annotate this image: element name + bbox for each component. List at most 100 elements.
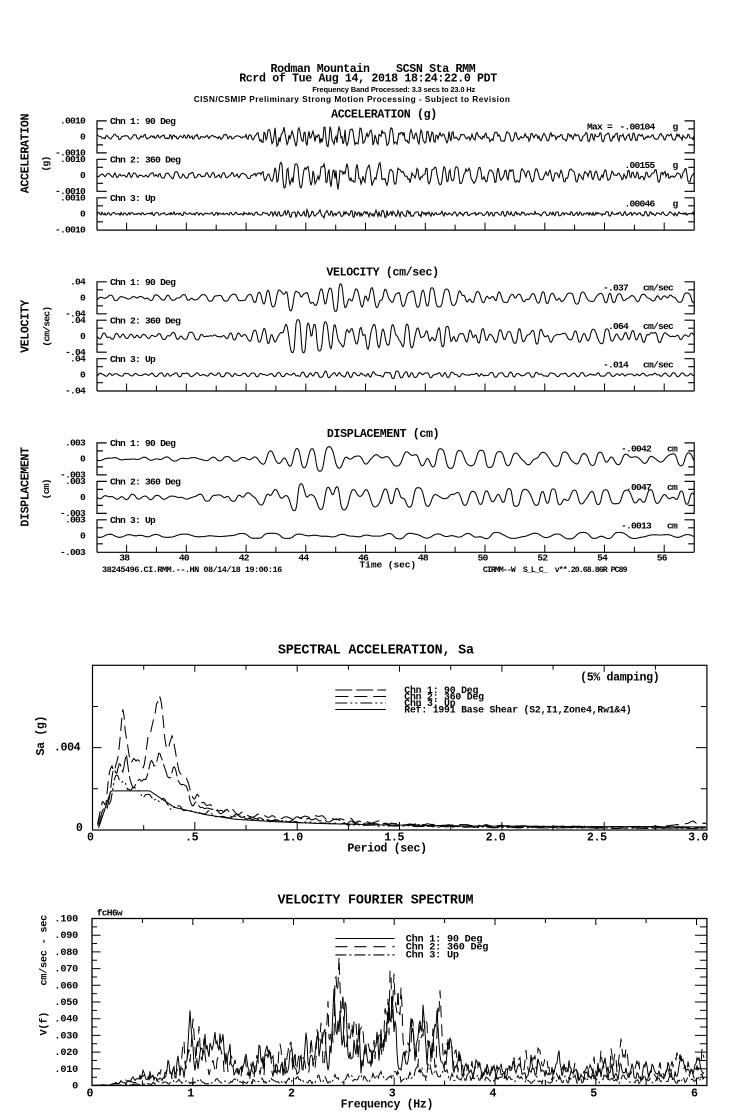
svg-text:Chn 3: Up: Chn 3: Up <box>110 515 156 526</box>
svg-text:cm: cm <box>667 520 678 531</box>
svg-text:CIRMM--W S_L_C_ v**.20.68.86: CIRMM--W S_L_C_ v**.20.68.86R PC89 <box>483 565 628 575</box>
svg-text:Chn 1: 90 Deg: Chn 1: 90 Deg <box>404 685 478 696</box>
svg-text:.040: .040 <box>54 1015 78 1026</box>
svg-text:-.0010: -.0010 <box>55 186 86 197</box>
svg-text:Ref: 1991 Base Shear (S2,I1,Zo: Ref: 1991 Base Shear (S2,I1,Zone4,Rw1&4) <box>404 704 631 715</box>
svg-text:VELOCITY FOURIER SPECTRUM: VELOCITY FOURIER SPECTRUM <box>278 894 474 909</box>
svg-text:-.00104: -.00104 <box>619 122 655 133</box>
svg-text:-.003: -.003 <box>60 547 86 558</box>
svg-text:g: g <box>672 160 678 171</box>
svg-text:DISPLACEMENT: DISPLACEMENT <box>20 447 33 527</box>
svg-text:-.003: -.003 <box>60 508 86 519</box>
svg-text:-.04: -.04 <box>65 308 86 319</box>
svg-text:-.0013: -.0013 <box>621 520 652 531</box>
svg-text:2.0: 2.0 <box>486 832 506 845</box>
svg-text:.5: .5 <box>185 832 199 845</box>
svg-text:Period (sec): Period (sec) <box>347 843 426 856</box>
svg-text:0: 0 <box>72 1082 78 1093</box>
svg-text:6: 6 <box>691 1088 698 1101</box>
svg-text:Chn 2: 360 Deg: Chn 2: 360 Deg <box>110 155 181 166</box>
svg-text:Frequency Band Processed: 3.3: Frequency Band Processed: 3.3 secs to 23… <box>312 85 475 94</box>
svg-text:Sa (g): Sa (g) <box>35 716 48 756</box>
svg-text:-.003: -.003 <box>60 470 86 481</box>
svg-text:0: 0 <box>80 454 86 465</box>
svg-text:.0047: .0047 <box>626 482 652 493</box>
svg-text:48: 48 <box>418 553 429 564</box>
svg-text:52: 52 <box>537 553 548 564</box>
svg-text:40: 40 <box>179 553 190 564</box>
svg-text:Frequency (Hz): Frequency (Hz) <box>341 1099 434 1112</box>
svg-text:V(f): V(f) <box>39 1012 51 1036</box>
svg-text:cm: cm <box>667 482 678 493</box>
svg-text:Chn 3: Up: Chn 3: Up <box>406 950 459 962</box>
svg-text:38245496.CI.RMM.--.HN 08/14/18: 38245496.CI.RMM.--.HN 08/14/18 19:00:16 <box>102 565 282 575</box>
svg-text:SPECTRAL ACCELERATION, Sa: SPECTRAL ACCELERATION, Sa <box>278 644 474 659</box>
svg-text:(cm): (cm) <box>41 479 52 499</box>
svg-text:cm/sec: cm/sec <box>643 321 674 332</box>
svg-text:.090: .090 <box>54 931 78 942</box>
svg-text:0: 0 <box>76 822 83 835</box>
svg-text:CISN/CSMIP Preliminary Strong: CISN/CSMIP Preliminary Strong Motion Pro… <box>194 94 511 104</box>
svg-text:.010: .010 <box>54 1065 78 1076</box>
svg-text:0: 0 <box>80 369 86 380</box>
svg-text:0: 0 <box>87 832 94 845</box>
svg-text:g: g <box>672 198 678 209</box>
svg-text:0: 0 <box>80 331 86 342</box>
svg-text:.04: .04 <box>70 315 86 326</box>
svg-text:DISPLACEMENT (cm): DISPLACEMENT (cm) <box>327 428 439 441</box>
svg-text:Max =: Max = <box>587 122 613 133</box>
svg-text:-.014: -.014 <box>603 359 629 370</box>
svg-text:4: 4 <box>489 1088 496 1101</box>
svg-text:.003: .003 <box>65 438 86 449</box>
svg-text:54: 54 <box>597 553 608 564</box>
svg-text:56: 56 <box>657 553 668 564</box>
svg-text:ACCELERATION: ACCELERATION <box>19 114 32 194</box>
svg-text:Chn 1: 90 Deg: Chn 1: 90 Deg <box>110 438 176 449</box>
svg-text:-.0010: -.0010 <box>55 225 86 236</box>
svg-text:cm: cm <box>667 444 678 455</box>
svg-text:38: 38 <box>119 553 130 564</box>
svg-text:2.5: 2.5 <box>587 832 607 845</box>
svg-text:ACCELERATION (g): ACCELERATION (g) <box>331 109 437 122</box>
svg-text:.00155: .00155 <box>624 160 655 171</box>
svg-text:Chn 2: 360 Deg: Chn 2: 360 Deg <box>406 942 489 954</box>
svg-text:cm/sec: cm/sec <box>643 282 674 293</box>
svg-text:42: 42 <box>239 553 250 564</box>
svg-text:.003: .003 <box>65 514 86 525</box>
svg-text:.0010: .0010 <box>60 192 86 203</box>
svg-text:-.04: -.04 <box>65 386 86 397</box>
svg-text:g: g <box>672 122 678 133</box>
svg-text:.050: .050 <box>54 998 78 1009</box>
svg-text:-.0042: -.0042 <box>621 444 652 455</box>
svg-text:2: 2 <box>288 1088 295 1101</box>
svg-text:-.04: -.04 <box>65 347 86 358</box>
svg-text:50: 50 <box>478 553 489 564</box>
svg-text:.0010: .0010 <box>60 116 86 127</box>
svg-text:.00046: .00046 <box>624 198 655 209</box>
svg-text:.0010: .0010 <box>60 154 86 165</box>
svg-text:44: 44 <box>298 553 309 564</box>
svg-text:Chn 1: 90 Deg: Chn 1: 90 Deg <box>110 277 176 288</box>
svg-text:0: 0 <box>80 492 86 503</box>
svg-text:-.0010: -.0010 <box>55 148 86 159</box>
svg-text:1: 1 <box>187 1088 194 1101</box>
svg-text:0: 0 <box>80 208 86 219</box>
svg-text:.04: .04 <box>70 353 86 364</box>
svg-text:.100: .100 <box>54 915 78 926</box>
svg-text:cm/sec - sec: cm/sec - sec <box>39 915 51 986</box>
svg-text:46: 46 <box>358 553 369 564</box>
svg-text:.064: .064 <box>608 321 629 332</box>
svg-text:.080: .080 <box>54 948 78 959</box>
svg-text:Chn 2: 360 Deg: Chn 2: 360 Deg <box>110 477 181 488</box>
svg-text:0: 0 <box>86 1088 93 1101</box>
svg-text:.020: .020 <box>54 1048 78 1059</box>
svg-text:fcH6w: fcH6w <box>97 908 123 919</box>
svg-text:.04: .04 <box>70 276 86 287</box>
svg-text:3.0: 3.0 <box>688 832 708 845</box>
svg-text:Rcrd of Tue Aug 14, 2018 18:24: Rcrd of Tue Aug 14, 2018 18:24:22.0 PDT <box>239 73 497 86</box>
svg-text:0: 0 <box>80 170 86 181</box>
svg-text:.004: .004 <box>54 742 81 755</box>
svg-text:5: 5 <box>590 1088 597 1101</box>
svg-text:(5% damping): (5% damping) <box>580 672 659 685</box>
svg-text:0: 0 <box>80 132 86 143</box>
